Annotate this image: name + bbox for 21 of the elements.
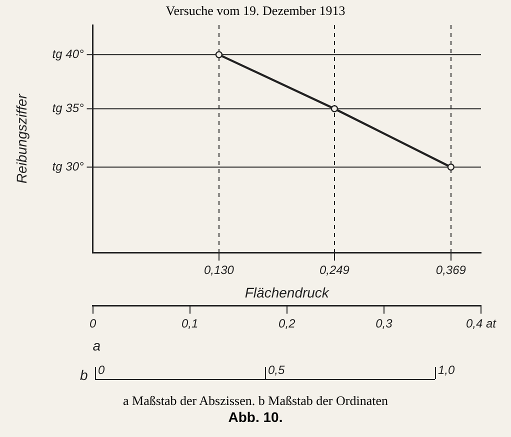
ref-line-label: tg 30° [52,159,84,174]
caption: Abb. 10. [227,409,284,425]
text: b [80,367,88,383]
chart-title: Versuche vom 19. Dezember 1913 [164,3,346,19]
x2-tick-label: 0,1 [182,316,198,330]
x-tick-label: 0,369 [436,263,466,278]
text: 0,5 [268,363,285,377]
x2-tick-label: 0,3 [376,316,393,330]
x2-tick-label: 0,4 at [466,316,497,330]
x-tick-label: 0,249 [319,263,350,278]
ref-line-label: tg 35° [52,101,84,116]
x2-axis-title: a [92,337,101,354]
text: 0 [98,363,105,377]
x-axis-title: Flächendruck [244,284,330,300]
text: 1,0 [438,363,455,377]
x2-tick-label: 0,2 [278,316,296,330]
text: a Maßstab der Abszissen. b Maßstab der Ordinaten [122,393,389,409]
ref-line-label: tg 40° [52,47,84,62]
y-axis-title: Reibungsziffer [13,92,30,184]
x2-tick-label: 0 [89,316,96,330]
x-tick-label: 0,130 [204,263,234,278]
